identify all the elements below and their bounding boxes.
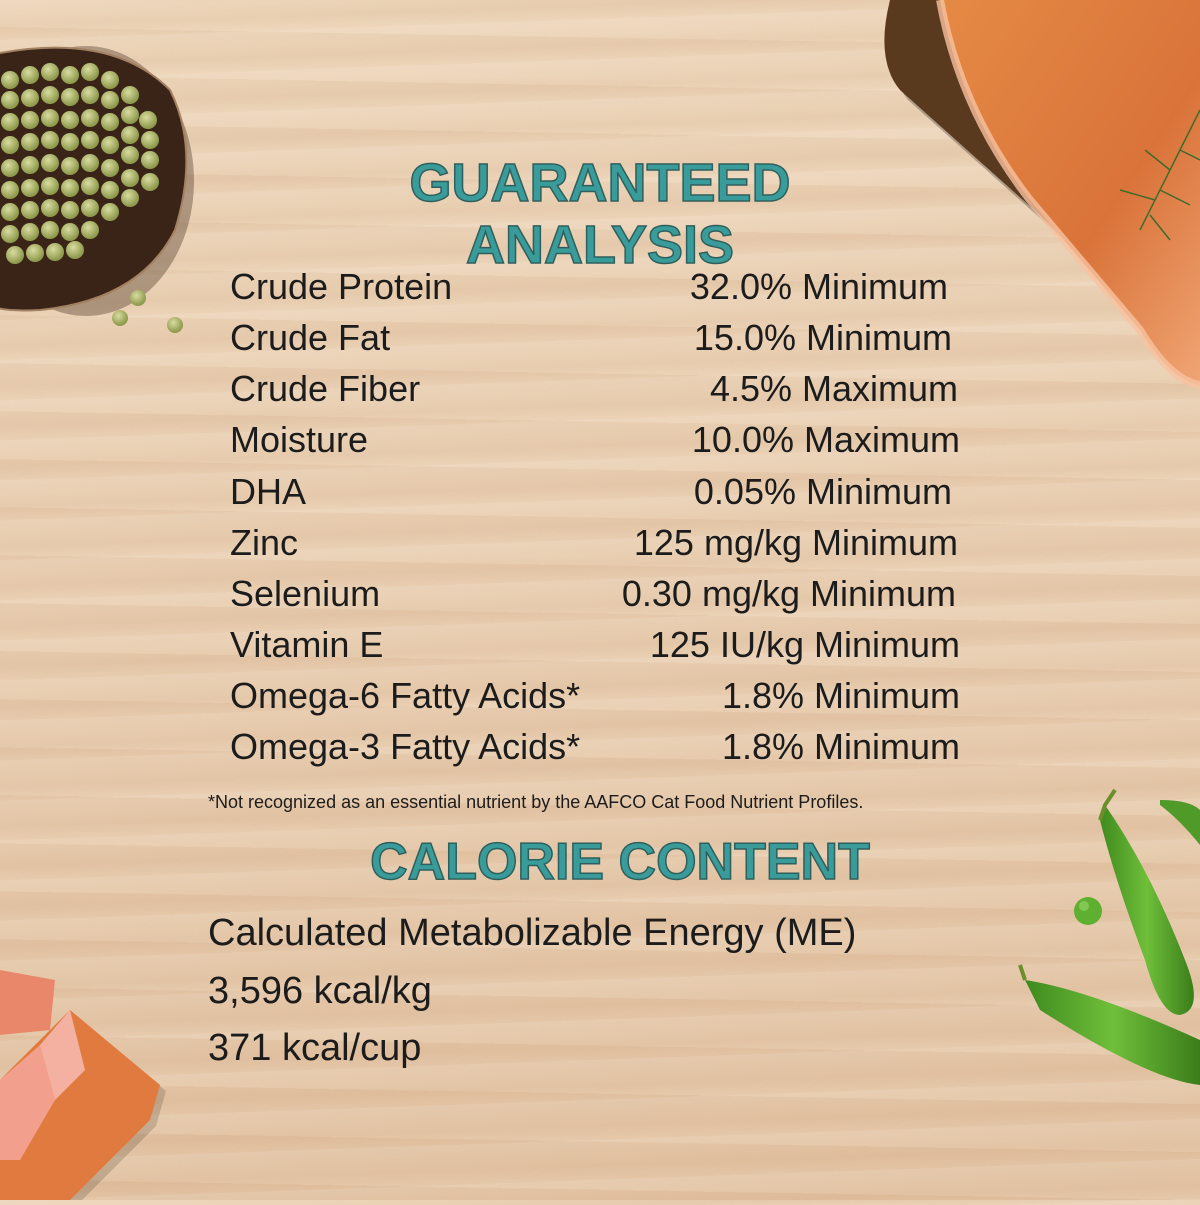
analysis-row: Omega-6 Fatty Acids* 1.8% Minimum <box>230 675 960 725</box>
salmon-board-image <box>870 0 1200 390</box>
nutrient-value: 15.0% Minimum <box>693 317 952 358</box>
nutrient-value: 32.0% Minimum <box>689 266 948 307</box>
analysis-row: Zinc 125 mg/kg Minimum <box>230 522 960 572</box>
kcal-per-kg: 3,596 kcal/kg <box>208 970 432 1012</box>
nutrient-value: 0.30 mg/kg Minimum <box>621 573 956 614</box>
pea-bowl-image <box>0 0 200 340</box>
nutrient-value: 125 IU/kg Minimum <box>649 624 960 665</box>
me-label: Calculated Metabolizable Energy (ME) <box>208 912 857 954</box>
nutrient-value: 4.5% Maximum <box>709 368 958 409</box>
analysis-row: Crude Protein 32.0% Minimum <box>230 266 960 316</box>
analysis-row: Vitamin E 125 IU/kg Minimum <box>230 624 960 674</box>
calorie-content-heading: CALORIE CONTENT <box>369 832 870 892</box>
kcal-per-cup: 371 kcal/cup <box>208 1027 422 1069</box>
nutrient-label: Moisture <box>230 419 369 460</box>
nutrient-label: Zinc <box>230 522 299 563</box>
nutrient-value: 0.05% Minimum <box>693 471 952 512</box>
nutrient-label: Omega-3 Fatty Acids* <box>230 726 581 767</box>
nutrient-label: Crude Fat <box>230 317 391 358</box>
nutrient-label: Crude Protein <box>230 266 453 307</box>
analysis-row: Omega-3 Fatty Acids* 1.8% Minimum <box>230 726 960 776</box>
nutrient-value: 1.8% Minimum <box>721 675 960 716</box>
analysis-row: Crude Fiber 4.5% Maximum <box>230 368 960 418</box>
nutrient-label: Selenium <box>230 573 381 614</box>
analysis-row: Moisture 10.0% Maximum <box>230 419 960 469</box>
salmon-fillet-image <box>0 960 170 1205</box>
nutrient-value: 1.8% Minimum <box>721 726 960 767</box>
analysis-row: Selenium 0.30 mg/kg Minimum <box>230 573 960 623</box>
nutrient-value: 10.0% Maximum <box>691 419 960 460</box>
nutrient-label: Crude Fiber <box>230 368 421 409</box>
analysis-row: DHA 0.05% Minimum <box>230 471 960 521</box>
nutrient-value: 125 mg/kg Minimum <box>633 522 958 563</box>
nutrient-label: DHA <box>230 471 307 512</box>
aafco-footnote: *Not recognized as an essential nutrient… <box>208 792 864 812</box>
analysis-row: Crude Fat 15.0% Minimum <box>230 317 960 367</box>
nutrient-label: Omega-6 Fatty Acids* <box>230 675 581 716</box>
nutrient-label: Vitamin E <box>230 624 384 665</box>
pea-pods-image <box>1010 780 1200 1100</box>
guaranteed-analysis-heading: GUARANTEED ANALYSIS <box>409 152 792 276</box>
